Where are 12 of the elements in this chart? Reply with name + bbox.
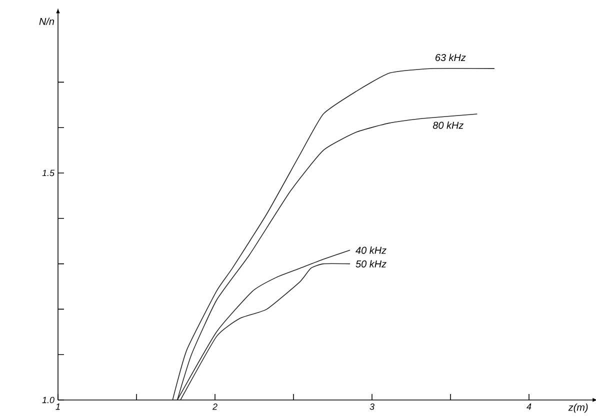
x-tick-label: 3 [370,404,374,410]
series-label: 40 kHz [356,246,386,254]
series-label: 63 kHz [436,54,466,62]
series-label: 80 kHz [432,122,464,129]
series-label: 50 kHz [356,260,386,268]
y-tick-label: 1.0 [42,396,54,404]
x-axis-title: z(m) [568,404,588,413]
x-tick-label: 1 [56,404,60,410]
x-tick-label: 2 [212,404,218,410]
y-tick-label: 1.5 [42,170,55,176]
x-tick-label: 4 [526,404,532,410]
y-axis-title: N/n [39,18,54,25]
